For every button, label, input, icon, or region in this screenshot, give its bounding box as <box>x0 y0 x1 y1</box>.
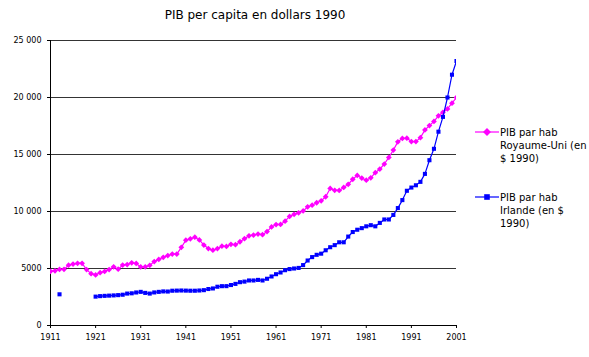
html-text:PIB par hab Royaume-Uni (en $: PIB par hab Royaume-Uni (en $ 1990) <box>500 127 587 164</box>
html-text:PIB per capita en dollars 1990: PIB per capita en dollars 1990 <box>164 8 346 22</box>
svg-text:1971: 1971 <box>311 333 331 342</box>
svg-text:2001: 2001 <box>446 333 466 342</box>
svg-text:1911: 1911 <box>40 333 60 342</box>
svg-text:1941: 1941 <box>176 333 196 342</box>
svg-text:25 000: 25 000 <box>14 36 42 45</box>
svg-text:1931: 1931 <box>131 333 151 342</box>
svg-text:0: 0 <box>36 321 41 330</box>
svg-text:1951: 1951 <box>221 333 241 342</box>
svg-text:1961: 1961 <box>266 333 286 342</box>
svg-text:1921: 1921 <box>85 333 105 342</box>
svg-text:5000: 5000 <box>21 264 41 273</box>
svg-text:15 000: 15 000 <box>14 150 42 159</box>
html-text:PIB par hab Irlande (en $ 1990: PIB par hab Irlande (en $ 1990) <box>500 192 564 229</box>
svg-text:20 000: 20 000 <box>14 93 42 102</box>
svg-text:1981: 1981 <box>356 333 376 342</box>
svg-text:1991: 1991 <box>401 333 421 342</box>
svg-text:10 000: 10 000 <box>14 207 42 216</box>
